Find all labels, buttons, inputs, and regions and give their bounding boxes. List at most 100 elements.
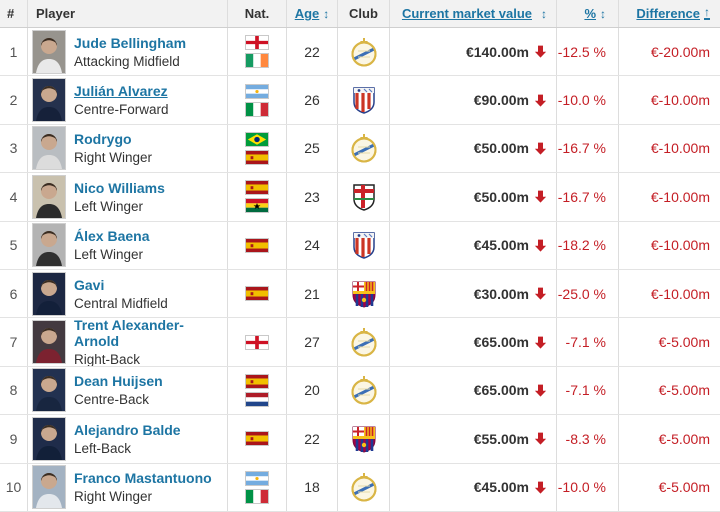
difference-value: €-10.00m xyxy=(650,188,710,205)
difference-value: €-10.00m xyxy=(650,140,710,157)
player-photo[interactable] xyxy=(32,78,66,123)
difference-cell: €-10.00m xyxy=(619,173,720,220)
difference-cell: €-5.00m xyxy=(619,367,720,414)
difference-cell: €-10.00m xyxy=(619,76,720,123)
player-position: Right Winger xyxy=(74,150,153,166)
difference-cell: €-10.00m xyxy=(619,222,720,269)
flag-icon-spain xyxy=(245,149,269,165)
age-cell: 24 xyxy=(287,221,338,269)
player-photo[interactable] xyxy=(32,29,66,74)
club-badge-icon-fc-barcelona[interactable] xyxy=(349,424,379,454)
market-value: €45.00m xyxy=(473,237,529,254)
player-name-link[interactable]: Gavi xyxy=(74,276,105,293)
difference-cell: €-20.00m xyxy=(619,28,720,75)
player-photo[interactable] xyxy=(32,416,66,461)
table-body: 1 Jude Bellingham Attacking Midfield 22 … xyxy=(0,28,720,512)
player-name-link[interactable]: Franco Mastantuono xyxy=(74,470,212,487)
table-row: 5 Álex Baena Left Winger 24 €45.00m -18.… xyxy=(0,221,720,270)
header-rank-label: # xyxy=(7,6,15,21)
player-name-link[interactable]: Alejandro Balde xyxy=(74,421,181,438)
difference-cell: €-5.00m xyxy=(619,318,720,365)
club-cell xyxy=(338,76,390,124)
market-value: €65.00m xyxy=(473,382,529,399)
club-badge-icon-athletic-bilbao[interactable] xyxy=(349,182,379,212)
age-value: 23 xyxy=(304,188,320,205)
club-badge-icon-real-madrid[interactable] xyxy=(349,375,379,405)
player-position: Left-Back xyxy=(74,440,132,456)
header-percent-label[interactable]: % xyxy=(584,6,596,21)
difference-value: €-10.00m xyxy=(650,92,710,109)
player-cell: Trent Alexander-Arnold Right-Back xyxy=(28,318,228,366)
club-badge-icon-atlético-de-madrid[interactable] xyxy=(349,85,379,115)
rank-cell: 2 xyxy=(0,76,28,124)
percent-change: -7.1 % xyxy=(565,382,606,399)
age-value: 18 xyxy=(304,479,320,496)
player-name-link[interactable]: Trent Alexander-Arnold xyxy=(74,318,184,350)
value-decrease-arrow-icon xyxy=(534,384,547,397)
table-row: 4 Nico Williams Left Winger 23 €50.00m -… xyxy=(0,173,720,222)
percent-change: -10.0 % xyxy=(557,92,606,109)
difference-value: €-10.00m xyxy=(650,285,710,302)
market-value-cell: €140.00m xyxy=(390,28,557,76)
player-photo[interactable] xyxy=(32,174,66,219)
club-badge-icon-real-madrid[interactable] xyxy=(349,472,379,502)
player-cell: Franco Mastantuono Right Winger xyxy=(28,463,228,511)
sort-up-icon[interactable]: ↑ xyxy=(704,5,710,20)
club-badge-icon-fc-barcelona[interactable] xyxy=(349,279,379,309)
club-badge-icon-real-madrid[interactable] xyxy=(349,327,379,357)
percent-cell: -12.5 % xyxy=(557,28,619,76)
player-name-link[interactable]: Rodrygo xyxy=(74,131,132,148)
age-value: 24 xyxy=(304,237,320,254)
market-value: €30.00m xyxy=(473,285,529,302)
age-cell: 27 xyxy=(287,318,338,366)
player-position: Left Winger xyxy=(74,247,144,263)
player-name-link[interactable]: Julián Alvarez xyxy=(74,83,168,100)
player-photo[interactable] xyxy=(32,271,66,316)
flag-icon-brazil xyxy=(245,131,269,147)
player-position: Attacking Midfield xyxy=(74,53,180,69)
rank-number: 4 xyxy=(9,188,18,205)
header-player: Player xyxy=(28,0,228,27)
header-difference-sort[interactable]: Difference ↑ xyxy=(619,0,720,27)
player-cell: Julián Alvarez Centre-Forward xyxy=(28,76,228,124)
player-position: Right Winger xyxy=(74,489,153,505)
header-club: Club xyxy=(338,0,390,27)
difference-value: €-5.00m xyxy=(658,382,710,399)
rank-cell: 5 xyxy=(0,221,28,269)
age-cell: 22 xyxy=(287,28,338,76)
header-age-label[interactable]: Age xyxy=(294,6,320,21)
player-photo[interactable] xyxy=(32,465,66,510)
rank-number: 5 xyxy=(9,237,18,254)
player-name-link[interactable]: Nico Williams xyxy=(74,179,165,196)
club-badge-icon-real-madrid[interactable] xyxy=(349,133,379,163)
player-name-link[interactable]: Dean Huijsen xyxy=(74,373,163,390)
header-market-value-sort[interactable]: Current market value ↕ xyxy=(390,0,557,27)
header-age-sort[interactable]: Age ↕ xyxy=(287,0,338,27)
player-photo[interactable] xyxy=(32,126,66,171)
club-badge-icon-atlético-de-madrid[interactable] xyxy=(349,230,379,260)
sort-updown-icon[interactable]: ↕ xyxy=(323,6,330,21)
market-value-cell: €45.00m xyxy=(390,221,557,269)
age-value: 27 xyxy=(304,334,320,351)
nationality-cell xyxy=(228,415,287,463)
sort-updown-icon[interactable]: ↕ xyxy=(541,6,547,21)
age-value: 25 xyxy=(304,140,320,157)
age-cell: 21 xyxy=(287,269,338,318)
club-badge-icon-real-madrid[interactable] xyxy=(349,37,379,67)
player-name-link[interactable]: Jude Bellingham xyxy=(74,34,187,51)
flag-icon-england xyxy=(245,334,269,350)
header-percent-sort[interactable]: % ↕ xyxy=(557,0,619,27)
sort-updown-icon[interactable]: ↕ xyxy=(600,6,606,21)
age-cell: 23 xyxy=(287,173,338,221)
age-cell: 25 xyxy=(287,124,338,173)
header-market-value-label[interactable]: Current market value xyxy=(401,6,532,21)
value-decrease-arrow-icon xyxy=(534,336,547,349)
player-photo[interactable] xyxy=(32,368,66,413)
header-club-label: Club xyxy=(349,6,378,21)
player-photo[interactable] xyxy=(32,320,66,365)
market-value: €55.00m xyxy=(473,430,529,447)
player-photo[interactable] xyxy=(32,223,66,268)
player-name-link[interactable]: Álex Baena xyxy=(74,228,150,245)
club-cell xyxy=(338,28,390,76)
header-difference-label[interactable]: Difference xyxy=(636,6,700,21)
